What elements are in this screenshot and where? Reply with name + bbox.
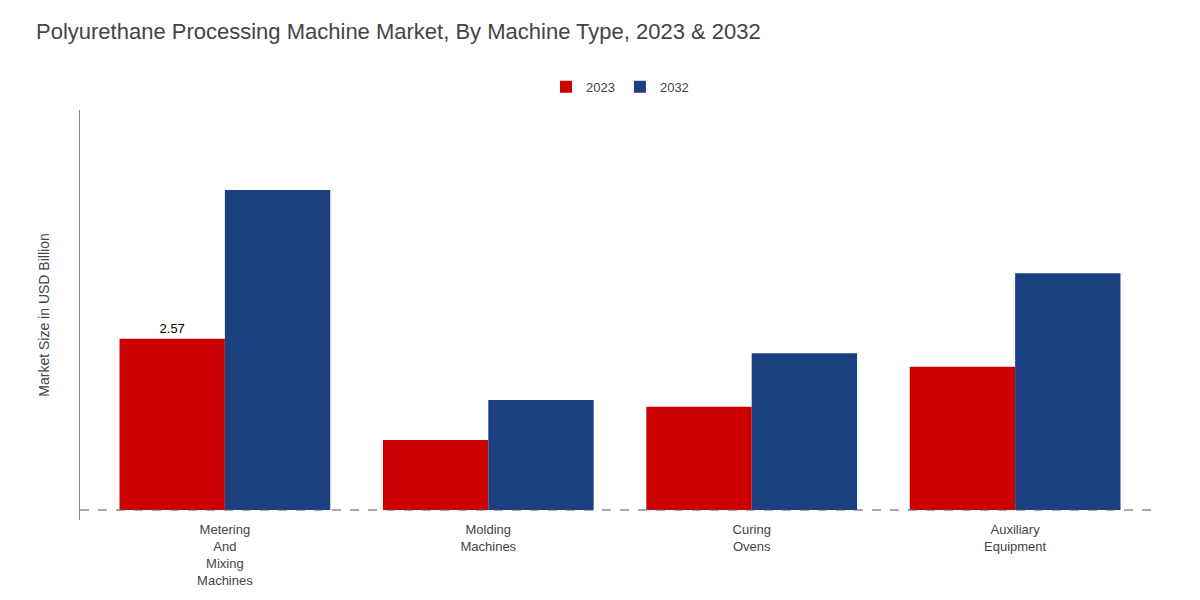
svg-text:2.57: 2.57 bbox=[160, 321, 185, 336]
svg-text:2032: 2032 bbox=[660, 80, 689, 95]
svg-text:Market Size in USD Billion: Market Size in USD Billion bbox=[36, 233, 52, 396]
svg-text:Polyurethane Processing Machin: Polyurethane Processing Machine Market, … bbox=[36, 19, 761, 44]
svg-text:AuxiliaryEquipment: AuxiliaryEquipment bbox=[984, 522, 1047, 554]
svg-text:CuringOvens: CuringOvens bbox=[733, 522, 771, 554]
svg-text:MoldingMachines: MoldingMachines bbox=[460, 522, 516, 554]
svg-text:MeteringAndMixingMachines: MeteringAndMixingMachines bbox=[197, 522, 253, 588]
svg-text:2023: 2023 bbox=[586, 80, 615, 95]
